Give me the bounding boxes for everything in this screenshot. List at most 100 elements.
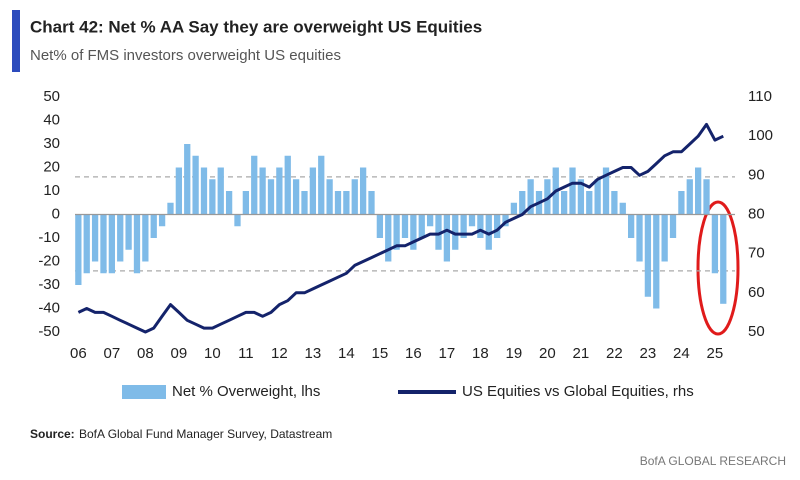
y2-tick-label: 50 (748, 323, 765, 340)
bar (695, 167, 702, 215)
bar (209, 179, 216, 215)
x-tick-label: 16 (405, 345, 422, 362)
y2-tick-label: 80 (748, 205, 765, 222)
y2-tick-label: 100 (748, 127, 773, 144)
bar (259, 167, 266, 215)
bar (125, 214, 132, 250)
title-accent (12, 10, 20, 72)
x-tick-label: 25 (707, 345, 724, 362)
bar (678, 191, 685, 215)
bar (376, 214, 384, 238)
bar (393, 214, 400, 250)
bar (485, 214, 492, 250)
bar (502, 214, 509, 227)
bar (83, 214, 90, 274)
bar (242, 191, 250, 215)
y-tick-label: 0 (52, 205, 60, 222)
y-tick-label: -40 (38, 299, 60, 316)
chart-title: Chart 42: Net % AA Say they are overweig… (30, 17, 482, 36)
bar (644, 214, 652, 297)
y-tick-label: 40 (43, 111, 60, 128)
bar (326, 179, 333, 215)
bar (586, 191, 593, 215)
x-tick-label: 17 (439, 345, 456, 362)
x-tick-label: 09 (171, 345, 188, 362)
x-tick-label: 13 (305, 345, 322, 362)
legend-label: Net % Overweight, lhs (172, 383, 320, 400)
bar (661, 214, 668, 262)
bar (426, 214, 434, 227)
bar (359, 167, 367, 215)
bar (251, 155, 258, 215)
y-tick-label: -20 (38, 252, 60, 269)
x-tick-label: 20 (539, 345, 556, 362)
bar (301, 191, 308, 215)
bar (653, 214, 660, 309)
x-tick-label: 07 (104, 345, 121, 362)
bar (142, 214, 149, 262)
bar (493, 214, 501, 238)
bar (225, 191, 233, 215)
bar (611, 191, 618, 215)
bar (628, 214, 635, 238)
bar (435, 214, 442, 250)
bar (720, 214, 727, 304)
bar (309, 167, 317, 215)
source: BofA Global Fund Manager Survey, Datastr… (79, 427, 332, 441)
line (77, 122, 724, 334)
x-tick-label: 22 (606, 345, 623, 362)
bar (200, 167, 208, 215)
bar (117, 214, 124, 262)
bar (519, 191, 526, 215)
bar (711, 214, 719, 274)
bar (418, 214, 425, 238)
bar (184, 144, 191, 215)
bar (569, 167, 576, 215)
bar (234, 214, 241, 227)
bar (217, 167, 224, 215)
legend-swatch (122, 385, 166, 399)
bar (150, 214, 157, 238)
bar (343, 191, 350, 215)
bar (351, 179, 358, 215)
bar (158, 214, 166, 227)
y-tick-label: 20 (43, 158, 60, 175)
y2-tick-label: 60 (748, 284, 765, 301)
bar (108, 214, 115, 274)
bar (284, 155, 291, 215)
chart-subtitle: Net% of FMS investors overweight US equi… (30, 47, 341, 64)
x-tick-label: 08 (137, 345, 154, 362)
bar (75, 214, 82, 285)
x-tick-label: 23 (640, 345, 657, 362)
bar (560, 191, 568, 215)
x-tick-label: 14 (338, 345, 355, 362)
x-tick-label: 12 (271, 345, 288, 362)
x-tick-label: 19 (506, 345, 523, 362)
bar (703, 179, 710, 215)
y-tick-label: 10 (43, 182, 60, 199)
bar (686, 179, 693, 215)
bar (477, 214, 484, 238)
bar (577, 179, 585, 215)
y-tick-label: -30 (38, 276, 60, 293)
bar (619, 202, 626, 215)
x-tick-label: 18 (472, 345, 489, 362)
bar (510, 202, 518, 215)
y-tick-label: -10 (38, 229, 60, 246)
x-tick-label: 06 (70, 345, 87, 362)
bar (443, 214, 451, 262)
highlight-ellipse (696, 200, 740, 336)
footer: BofA GLOBAL RESEARCH (640, 454, 786, 468)
y2-tick-label: 70 (748, 245, 765, 262)
bar (292, 179, 300, 215)
y-tick-label: 30 (43, 135, 60, 152)
bar (318, 155, 325, 215)
legend-label: US Equities vs Global Equities, rhs (462, 383, 694, 400)
bar (175, 167, 182, 215)
bar (460, 214, 467, 238)
y-tick-label: 50 (43, 88, 60, 105)
y2-tick-label: 90 (748, 166, 765, 183)
x-tick-label: 24 (673, 345, 690, 362)
bar (401, 214, 409, 238)
